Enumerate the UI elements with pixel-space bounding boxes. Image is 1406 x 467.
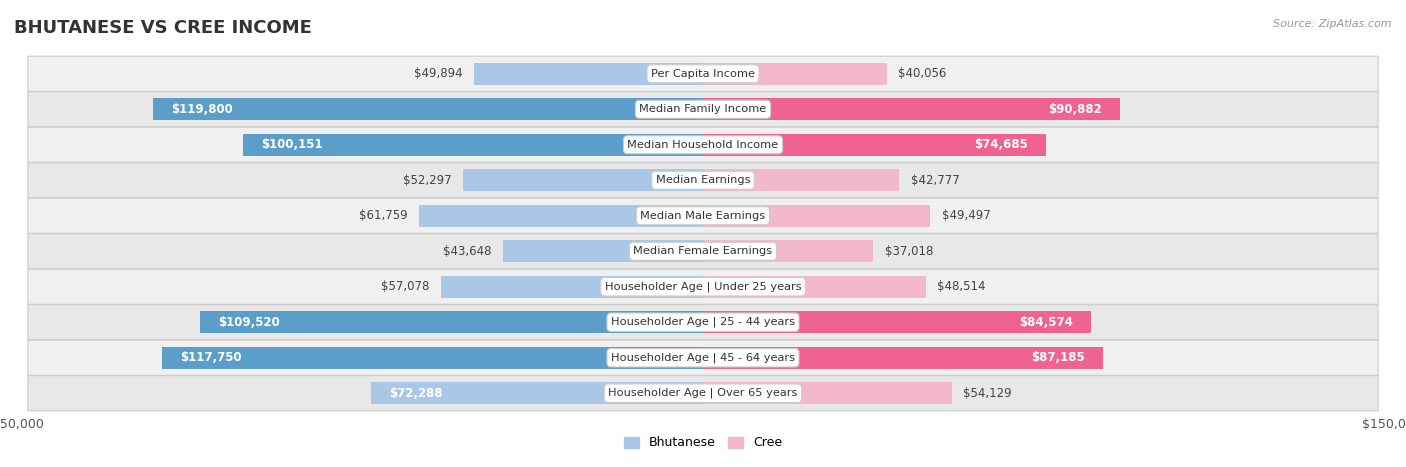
Legend: Bhutanese, Cree: Bhutanese, Cree xyxy=(619,432,787,454)
Text: Median Family Income: Median Family Income xyxy=(640,104,766,114)
Bar xyxy=(441,276,703,298)
Bar xyxy=(371,382,703,404)
Text: Householder Age | 45 - 64 years: Householder Age | 45 - 64 years xyxy=(612,353,794,363)
Text: $100,151: $100,151 xyxy=(262,138,323,151)
Bar xyxy=(153,98,703,120)
Text: $52,297: $52,297 xyxy=(402,174,451,187)
Text: $72,288: $72,288 xyxy=(389,387,443,400)
Bar xyxy=(703,63,887,85)
Bar xyxy=(243,134,703,156)
Bar xyxy=(703,311,1091,333)
Bar xyxy=(703,382,952,404)
Bar xyxy=(703,134,1046,156)
Bar xyxy=(703,276,925,298)
Text: $90,882: $90,882 xyxy=(1049,103,1102,116)
Text: Householder Age | Under 25 years: Householder Age | Under 25 years xyxy=(605,282,801,292)
Text: BHUTANESE VS CREE INCOME: BHUTANESE VS CREE INCOME xyxy=(14,19,312,37)
FancyBboxPatch shape xyxy=(28,304,1378,340)
Bar xyxy=(703,205,931,227)
Text: $61,759: $61,759 xyxy=(360,209,408,222)
Bar xyxy=(703,240,873,262)
FancyBboxPatch shape xyxy=(28,375,1378,411)
Text: $37,018: $37,018 xyxy=(884,245,932,258)
FancyBboxPatch shape xyxy=(28,198,1378,234)
FancyBboxPatch shape xyxy=(28,127,1378,163)
Text: $84,574: $84,574 xyxy=(1019,316,1073,329)
Text: Median Household Income: Median Household Income xyxy=(627,140,779,150)
FancyBboxPatch shape xyxy=(28,56,1378,92)
Text: Median Male Earnings: Median Male Earnings xyxy=(641,211,765,221)
Text: $54,129: $54,129 xyxy=(963,387,1012,400)
Text: Source: ZipAtlas.com: Source: ZipAtlas.com xyxy=(1274,19,1392,28)
Bar xyxy=(162,347,703,369)
Text: $119,800: $119,800 xyxy=(172,103,233,116)
Text: Median Earnings: Median Earnings xyxy=(655,175,751,185)
Text: $117,750: $117,750 xyxy=(180,351,242,364)
Bar xyxy=(502,240,703,262)
FancyBboxPatch shape xyxy=(28,340,1378,375)
Text: Per Capita Income: Per Capita Income xyxy=(651,69,755,79)
Text: $42,777: $42,777 xyxy=(911,174,960,187)
Text: $109,520: $109,520 xyxy=(218,316,280,329)
Bar xyxy=(703,98,1121,120)
Bar xyxy=(463,169,703,191)
FancyBboxPatch shape xyxy=(28,234,1378,269)
FancyBboxPatch shape xyxy=(28,163,1378,198)
Text: $49,497: $49,497 xyxy=(942,209,991,222)
FancyBboxPatch shape xyxy=(28,92,1378,127)
Text: $87,185: $87,185 xyxy=(1032,351,1085,364)
Bar xyxy=(474,63,703,85)
Text: Householder Age | Over 65 years: Householder Age | Over 65 years xyxy=(609,388,797,398)
Text: $57,078: $57,078 xyxy=(381,280,429,293)
Text: $49,894: $49,894 xyxy=(413,67,463,80)
Text: $40,056: $40,056 xyxy=(898,67,946,80)
Bar xyxy=(703,347,1104,369)
Text: $48,514: $48,514 xyxy=(938,280,986,293)
Text: $74,685: $74,685 xyxy=(974,138,1028,151)
FancyBboxPatch shape xyxy=(28,269,1378,304)
Text: Householder Age | 25 - 44 years: Householder Age | 25 - 44 years xyxy=(612,317,794,327)
Text: $43,648: $43,648 xyxy=(443,245,491,258)
Text: Median Female Earnings: Median Female Earnings xyxy=(634,246,772,256)
Bar xyxy=(703,169,900,191)
Bar xyxy=(200,311,703,333)
Bar xyxy=(419,205,703,227)
